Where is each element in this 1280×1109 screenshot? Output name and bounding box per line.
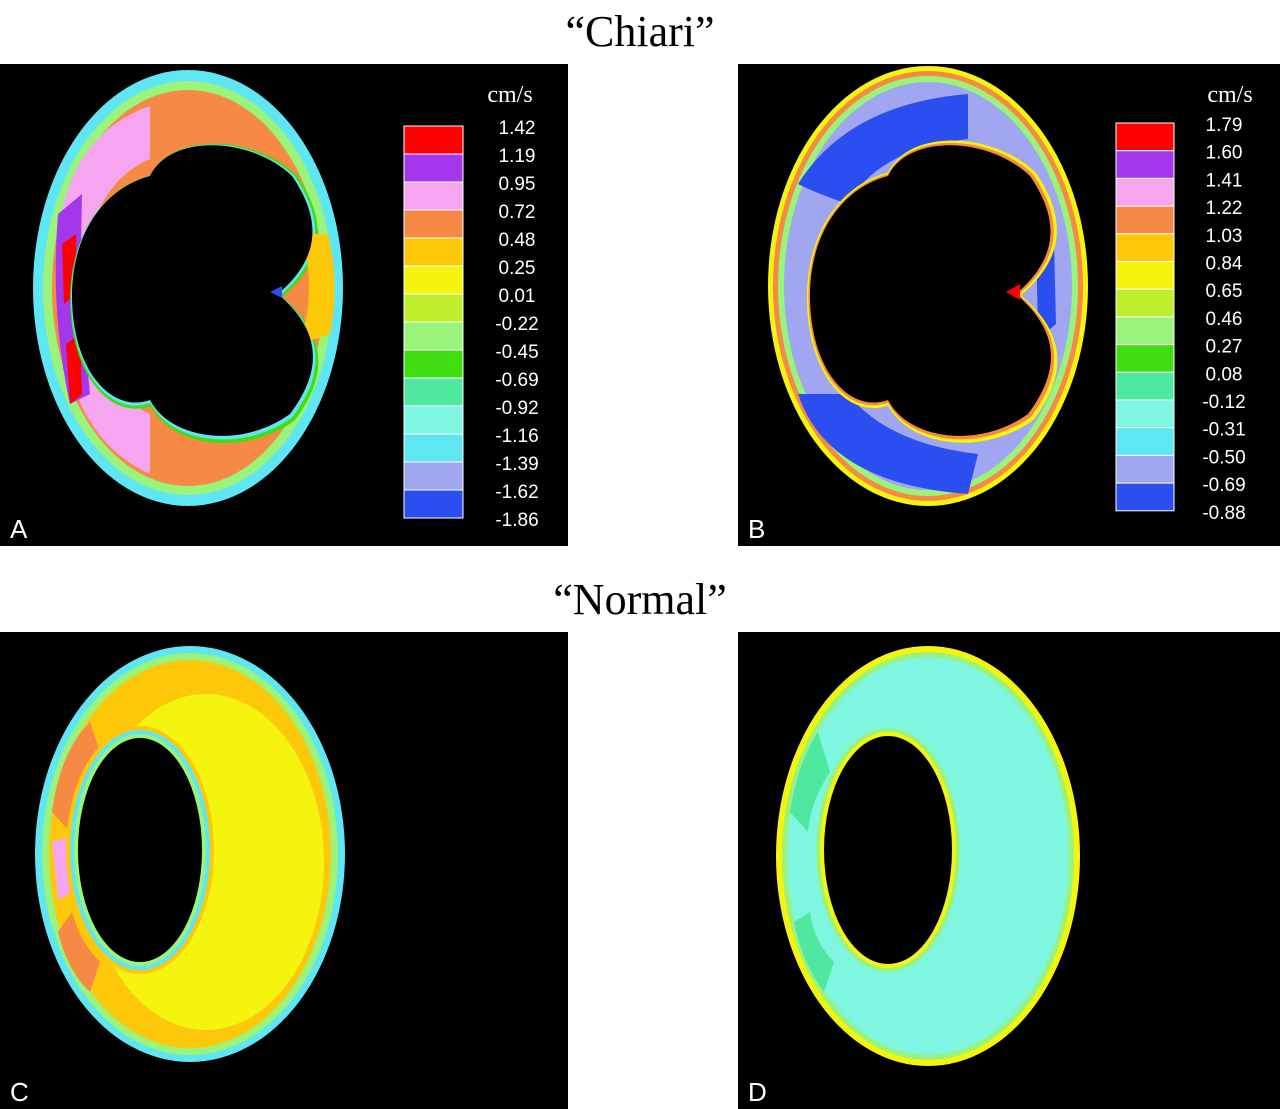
- colorbar-b-tick-label: -0.88: [1202, 503, 1245, 524]
- panel-d-letter: D: [748, 1077, 767, 1107]
- colorbar-a-tick-label: -0.22: [495, 314, 538, 335]
- colorbar-a-swatch: [403, 265, 464, 295]
- colorbar-a-swatch: [403, 209, 464, 239]
- panel-d-plot: [776, 646, 1080, 1066]
- colorbar-b-tick-label: 1.79: [1206, 115, 1243, 136]
- colorbar-b-swatch: [1115, 288, 1175, 318]
- colorbar-b-swatch: [1115, 316, 1175, 346]
- colorbar-b-swatch: [1115, 399, 1175, 429]
- colorbar-a-tick-label: 0.72: [499, 202, 536, 223]
- colorbar-b-tick-label: 1.03: [1206, 226, 1243, 247]
- panel-b: cm/s 1.79 1.60 1.41 1.22 1.03 0.84 0.65 0.46 0.2…: [738, 64, 1280, 546]
- colorbar-b-swatch: [1115, 371, 1175, 401]
- colorbar-a-tick-label: -1.86: [495, 510, 538, 531]
- colorbar-b-tick-label: -0.50: [1202, 447, 1245, 468]
- colorbar-b-tick-label: 0.84: [1206, 254, 1243, 275]
- colorbar-a-tick-label: -0.92: [495, 398, 538, 419]
- colorbar-a-swatch: [403, 153, 464, 183]
- colorbar-a-tick-label: 0.48: [499, 230, 536, 251]
- colorbar-a-tick-label: 0.01: [499, 286, 536, 307]
- colorbar-b-swatch: [1115, 454, 1175, 484]
- colorbar-a-tick-label: -1.39: [495, 454, 538, 475]
- colorbar-b-swatch: [1115, 261, 1175, 290]
- colorbar-a-tick-label: 1.42: [499, 118, 536, 139]
- colorbar-a-tick-label: -0.69: [495, 370, 538, 391]
- panel-c-plot: [35, 646, 345, 1062]
- colorbar-b-swatch: [1115, 482, 1175, 512]
- panel-c: C: [0, 632, 568, 1109]
- colorbar-a-swatch: [403, 405, 464, 435]
- colorbar-b-tick-label: 0.65: [1206, 281, 1243, 302]
- panel-b-letter: B: [748, 514, 766, 544]
- colorbar-a-unit: cm/s: [487, 82, 532, 108]
- colorbar-b-tick-label: 0.27: [1206, 337, 1243, 358]
- colorbar-a-tick-label: -1.62: [495, 482, 538, 503]
- colorbar-b-tick-label: 1.60: [1206, 143, 1243, 164]
- colorbar-a-swatch: [403, 293, 464, 323]
- normal-section-title: “Normal”: [553, 575, 727, 624]
- colorbar-a-swatch: [403, 125, 464, 155]
- colorbar-b-swatch: [1115, 150, 1175, 179]
- panel-c-letter: C: [10, 1077, 29, 1107]
- colorbar-b-swatch: [1115, 344, 1175, 373]
- colorbar-a-swatch: [403, 237, 464, 267]
- panel-d: D: [738, 632, 1280, 1109]
- colorbar-b-swatch: [1115, 122, 1175, 152]
- colorbar-a-swatch: [403, 461, 464, 491]
- colorbar-b-tick-label: -0.31: [1202, 420, 1245, 441]
- panel-a-letter: A: [10, 514, 28, 544]
- colorbar-b-tick-label: 0.08: [1206, 364, 1243, 385]
- colorbar-b-unit: cm/s: [1207, 82, 1252, 108]
- colorbar-b-swatch: [1115, 233, 1175, 263]
- colorbar-b-tick-label: 0.46: [1206, 309, 1243, 330]
- colorbar-b-tick-label: -0.69: [1202, 475, 1245, 496]
- panel-b-plot: cm/s 1.79 1.60 1.41 1.22 1.03 0.84 0.65 0.46 0.2…: [768, 66, 1253, 524]
- colorbar-a-tick-label: -1.16: [495, 426, 538, 447]
- colorbar-a-swatch: [403, 321, 464, 351]
- colorbar-a-tick-label: -0.45: [495, 342, 538, 363]
- colorbar-a-swatch: [403, 377, 464, 407]
- colorbar-a-tick-label: 1.19: [499, 146, 536, 167]
- panel-a-plot: cm/s 1.42 1.19 0.95 0.72 0.48 0.25 0.01 -0.22 -0…: [33, 70, 539, 531]
- colorbar-b-swatch: [1115, 177, 1175, 207]
- colorbar-a-swatch: [403, 489, 464, 519]
- panel-a: cm/s 1.42 1.19 0.95 0.72 0.48 0.25 0.01 -0.22 -0…: [0, 64, 568, 546]
- chiari-section-title: “Chiari”: [565, 7, 715, 56]
- colorbar-b-tick-label: -0.12: [1202, 392, 1245, 413]
- colorbar-a-tick-label: 0.95: [499, 174, 536, 195]
- colorbar-a-tick-label: 0.25: [499, 258, 536, 279]
- colorbar-b-swatch: [1115, 205, 1175, 235]
- colorbar-a-swatch: [403, 181, 464, 211]
- colorbar-a-swatch: [403, 433, 464, 463]
- colorbar-b-tick-label: 1.22: [1206, 198, 1243, 219]
- colorbar-b-tick-label: 1.41: [1206, 170, 1243, 191]
- colorbar-b-swatch: [1115, 427, 1175, 456]
- colorbar-a-swatch: [403, 349, 464, 379]
